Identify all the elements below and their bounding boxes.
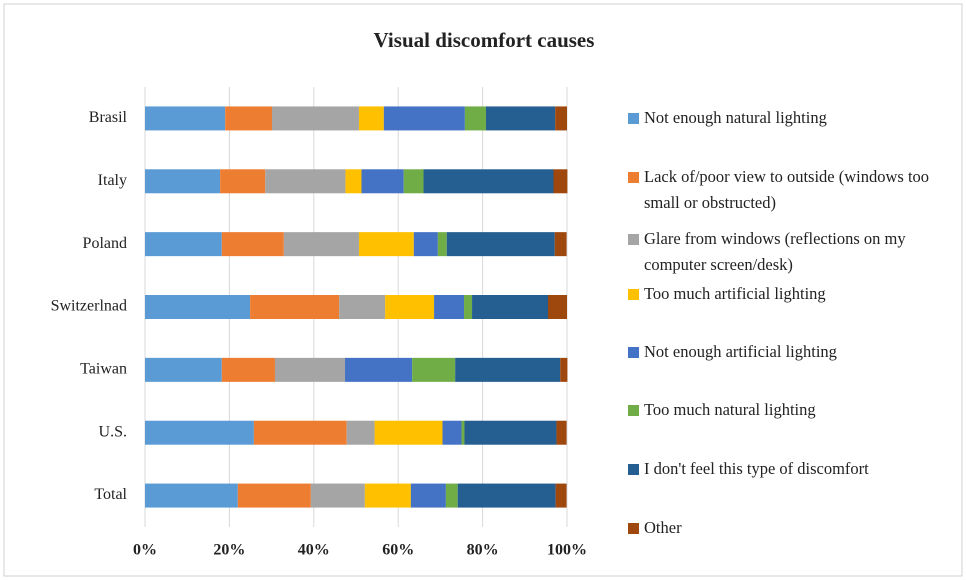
bar-segment	[358, 106, 384, 131]
bar-segment	[383, 106, 465, 131]
legend-item: Other	[628, 515, 958, 541]
bar-segment	[485, 106, 556, 131]
legend-item: Glare from windows (reflections on my co…	[628, 226, 958, 278]
x-tick-label: 60%	[382, 542, 414, 559]
bar-segment	[225, 106, 273, 131]
bar-segment	[274, 357, 346, 382]
legend-swatch	[628, 289, 639, 300]
x-tick-label: 0%	[133, 542, 157, 559]
bar-segment	[555, 106, 567, 131]
bar-segment	[434, 295, 465, 319]
y-tick-label: Poland	[83, 235, 127, 252]
legend-label: I don't feel this type of discomfort	[644, 459, 869, 478]
bar-segment	[560, 357, 568, 382]
bar-segment	[457, 483, 556, 508]
legend-swatch	[628, 523, 639, 534]
legend-item: I don't feel this type of discomfort	[628, 456, 958, 482]
bar-segment	[413, 232, 438, 257]
bar-segment	[464, 106, 486, 131]
bar-segment	[283, 232, 359, 257]
bar-segment	[345, 357, 413, 382]
legend-label: Too much natural lighting	[644, 400, 816, 419]
legend-swatch	[628, 347, 639, 358]
legend-item: Lack of/poor view to outside (windows to…	[628, 164, 958, 216]
bar-segment	[145, 357, 222, 382]
legend-swatch	[628, 234, 639, 245]
legend-swatch	[628, 113, 639, 124]
bar-segment	[446, 232, 555, 257]
x-tick-label: 40%	[298, 542, 330, 559]
bar-segment	[221, 357, 275, 382]
legend-label: Not enough natural lighting	[644, 108, 827, 127]
bar-segment	[556, 420, 567, 445]
bar-segment	[445, 483, 458, 508]
legend-item: Not enough artificial lighting	[628, 339, 958, 365]
bar-segment	[423, 169, 554, 194]
legend-label: Glare from windows (reflections on my co…	[644, 229, 906, 274]
legend-item: Not enough natural lighting	[628, 105, 958, 131]
legend-item: Too much natural lighting	[628, 397, 958, 423]
legend-label: Other	[644, 518, 682, 537]
bar-segment	[145, 232, 222, 257]
bar-segment	[385, 295, 435, 319]
bar-segment	[145, 483, 238, 508]
bar-segment	[412, 357, 456, 382]
legend-swatch	[628, 464, 639, 475]
bar-segment	[265, 169, 346, 194]
x-tick-label: 80%	[467, 542, 499, 559]
bar-segment	[145, 106, 226, 131]
bar-segment	[455, 357, 561, 382]
legend-swatch	[628, 405, 639, 416]
bar-segment	[221, 232, 284, 257]
y-tick-label: Italy	[98, 172, 127, 189]
bar-segment	[145, 420, 254, 445]
chart-title: Visual discomfort causes	[374, 28, 595, 52]
bar-segment	[250, 295, 340, 319]
legend-label: Lack of/poor view to outside (windows to…	[644, 167, 930, 212]
bar-segment	[554, 232, 567, 257]
bar-segment	[364, 483, 411, 508]
y-tick-label: Switzerlnad	[51, 298, 127, 315]
bar-segment	[145, 295, 251, 319]
bar-segment	[461, 420, 465, 445]
bar-segment	[464, 420, 557, 445]
y-tick-label: U.S.	[99, 423, 127, 440]
bar-segment	[145, 169, 221, 194]
legend-item: Too much artificial lighting	[628, 281, 958, 307]
bar-segment	[339, 295, 386, 319]
bar-segment	[358, 232, 414, 257]
bar-segment	[346, 420, 375, 445]
bar-segment	[548, 295, 567, 319]
bar-segment	[403, 169, 424, 194]
bar-segment	[345, 169, 362, 194]
legend-label: Too much artificial lighting	[644, 284, 826, 303]
x-tick-label: 100%	[547, 542, 587, 559]
legend-swatch	[628, 172, 639, 183]
y-tick-label: Total	[94, 486, 127, 503]
bar-segment	[361, 169, 404, 194]
bar-segment	[310, 483, 365, 508]
y-tick-label: Brasil	[89, 109, 128, 126]
legend-label: Not enough artificial lighting	[644, 342, 837, 361]
bar-segment	[272, 106, 359, 131]
bar-segment	[464, 295, 473, 319]
bar-segment	[553, 169, 568, 194]
bar-segment	[374, 420, 443, 445]
bar-segment	[237, 483, 311, 508]
bar-segment	[220, 169, 266, 194]
bar-segment	[472, 295, 549, 319]
bar-segment	[410, 483, 446, 508]
bar-segment	[555, 483, 567, 508]
y-tick-label: Taiwan	[80, 361, 127, 378]
bar-segment	[442, 420, 462, 445]
x-tick-label: 20%	[213, 542, 245, 559]
bar-segment	[437, 232, 447, 257]
bar-segment	[253, 420, 347, 445]
